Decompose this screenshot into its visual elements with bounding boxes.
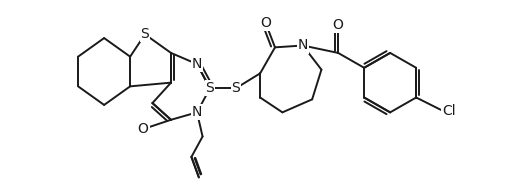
Text: O: O xyxy=(333,18,344,32)
Text: O: O xyxy=(260,16,271,30)
Text: S: S xyxy=(232,81,241,95)
Text: S: S xyxy=(205,81,214,95)
Text: O: O xyxy=(138,122,149,136)
Text: N: N xyxy=(298,38,308,52)
Text: Cl: Cl xyxy=(442,104,456,118)
Text: S: S xyxy=(140,27,149,41)
Text: N: N xyxy=(192,105,202,119)
Text: N: N xyxy=(192,57,202,71)
